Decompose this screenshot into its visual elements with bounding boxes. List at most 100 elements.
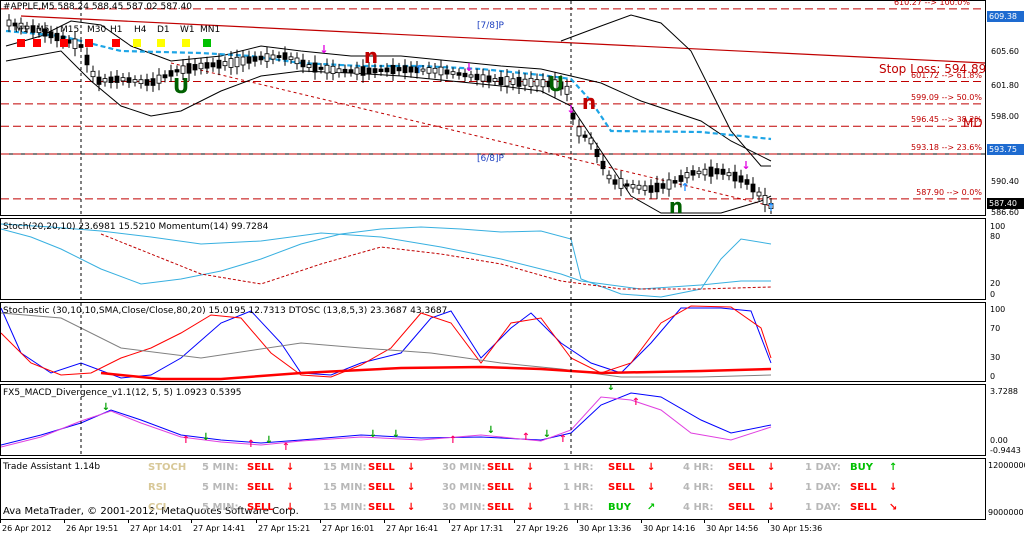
fractal-marker-0: U	[173, 74, 189, 98]
timeframe-label-m1[interactable]: M1	[15, 25, 29, 35]
volume-axis-label-0: 12000000	[988, 461, 1025, 470]
macd-main-line	[1, 392, 772, 446]
trade-panel-title: Trade Assistant 1.14b	[3, 462, 101, 472]
divergence-arrow-9: ↓	[487, 425, 495, 436]
volume-axis-label-1: 9000000	[988, 508, 1024, 517]
timeframe-cell-label: 1 HR:	[563, 462, 594, 473]
candle-body-50	[306, 64, 312, 69]
candle-body-111	[672, 180, 678, 184]
signal-down-icon: ↓	[407, 502, 416, 513]
candle-body-105	[636, 184, 642, 190]
candle-body-44	[270, 54, 276, 60]
timeframe-cell-label: 5 MIN:	[202, 502, 239, 513]
divergence-arrow-1: ↑	[182, 435, 190, 446]
candle-body-113	[684, 172, 690, 179]
candle-body-108	[654, 182, 660, 193]
timeframe-label-d1[interactable]: D1	[157, 25, 170, 35]
timeframe-label-m15[interactable]: M15	[60, 25, 80, 35]
divergence-arrow-7: ↓	[392, 429, 400, 440]
candle-body-31	[192, 64, 198, 71]
stochastic-dtosc-panel[interactable]	[0, 302, 986, 382]
candle-body-76	[462, 72, 468, 78]
time-tick-1	[64, 520, 65, 523]
candle-body-49	[300, 59, 306, 68]
time-axis-label-12: 30 Apr 15:36	[770, 524, 823, 533]
signal-value: SELL	[247, 462, 274, 473]
candle-body-21	[132, 79, 138, 83]
candle-body-11	[72, 38, 78, 49]
time-axis-label-6: 27 Apr 16:41	[386, 524, 439, 533]
timeframe-label-m5[interactable]: M5	[36, 25, 50, 35]
signal-value: SELL	[368, 482, 395, 493]
candle-body-79	[480, 74, 486, 82]
candle-body-88	[534, 79, 540, 87]
signal-down-icon: ↓	[767, 482, 776, 493]
timeframe-cell-label: 15 MIN:	[323, 502, 367, 513]
fib-label-5: 587.90 --> 0.0%	[916, 187, 982, 197]
candle-body-71	[432, 67, 438, 74]
candle-body-24	[150, 78, 156, 86]
timeframe-label-mn1[interactable]: MN1	[200, 25, 221, 35]
macd-panel-title: FX5_MACD_Divergence_v1.1(12, 5, 5) 1.092…	[3, 388, 242, 398]
signal-value: SELL	[850, 502, 877, 513]
timeframe-cell-label: 1 HR:	[563, 502, 594, 513]
signal-arrow-0: ↓	[319, 43, 328, 56]
candle-body-8	[54, 32, 60, 42]
timeframe-label-h1[interactable]: H1	[110, 25, 123, 35]
candle-body-14	[90, 70, 96, 78]
timeframe-cell-label: 1 DAY:	[805, 462, 841, 473]
candle-body-20	[126, 77, 132, 83]
momentum-line	[1, 223, 771, 290]
signal-down-icon: ↓	[286, 482, 295, 493]
time-axis-label-10: 30 Apr 14:16	[643, 524, 696, 533]
candle-body-74	[450, 71, 456, 75]
timeframe-label-w1[interactable]: W1	[180, 25, 195, 35]
timeframe-cell-label: 1 DAY:	[805, 482, 841, 493]
candle-body-28	[174, 69, 180, 73]
candle-body-22	[138, 79, 144, 85]
signal-arrow-4: ↑	[680, 181, 689, 194]
indicator-name-stoch: STOCH	[148, 462, 187, 473]
candle-body-125	[756, 191, 762, 197]
stoch-axis-label-2: 20	[990, 279, 1001, 288]
timeframe-indicator-m15	[60, 39, 68, 47]
candle-body-98	[594, 148, 600, 158]
signal-value: SELL	[368, 502, 395, 513]
time-axis-label-11: 30 Apr 14:56	[706, 524, 759, 533]
band-outer	[560, 14, 771, 167]
trade-assistant-panel[interactable]	[0, 458, 986, 520]
fractal-marker-4: n	[669, 194, 683, 215]
timeframe-label-h4[interactable]: H4	[134, 25, 147, 35]
chart-title: #APPLE,M5 588.24 588.45 587.02 587.40	[3, 2, 193, 12]
signal-arrow-5: ↓	[741, 159, 750, 172]
fib-label-3: 596.45 --> 38.2%	[911, 115, 982, 125]
time-axis-label-1: 26 Apr 19:51	[66, 524, 119, 533]
copyright-text: Ava MetaTrader, © 2001-2012, MetaQuotes …	[3, 506, 299, 517]
main-price-panel[interactable]	[0, 0, 986, 216]
divergence-arrow-13: ↓	[607, 385, 615, 393]
candle-body-7	[48, 31, 54, 39]
candle-body-67	[408, 66, 414, 73]
divergence-arrow-6: ↓	[369, 429, 377, 440]
candle-body-123	[744, 179, 750, 185]
candle-body-126	[762, 195, 768, 205]
time-tick-8	[514, 520, 515, 523]
candle-body-99	[600, 160, 606, 170]
candle-body-118	[714, 168, 720, 175]
candle-body-115	[696, 170, 702, 175]
macd-divergence-panel[interactable]	[0, 384, 986, 456]
time-axis-label-5: 27 Apr 16:01	[322, 524, 375, 533]
time-axis-label-3: 27 Apr 14:41	[193, 524, 246, 533]
candle-body-29	[180, 65, 186, 74]
candle-body-58	[354, 67, 360, 75]
signal-arrow-2: ↓	[566, 103, 575, 116]
stochastic-panel-title: Stochastic (30,10,10,SMA,Close/Close,80,…	[3, 306, 448, 316]
candle-body-65	[396, 67, 402, 72]
timeframe-label-m30[interactable]: M30	[87, 25, 107, 35]
divergence-arrow-3: ↑	[247, 439, 255, 450]
candle-body-32	[198, 62, 204, 70]
timeframe-cell-label: 5 MIN:	[202, 482, 239, 493]
signal-value: SELL	[247, 502, 274, 513]
candle-body-12	[78, 44, 84, 48]
